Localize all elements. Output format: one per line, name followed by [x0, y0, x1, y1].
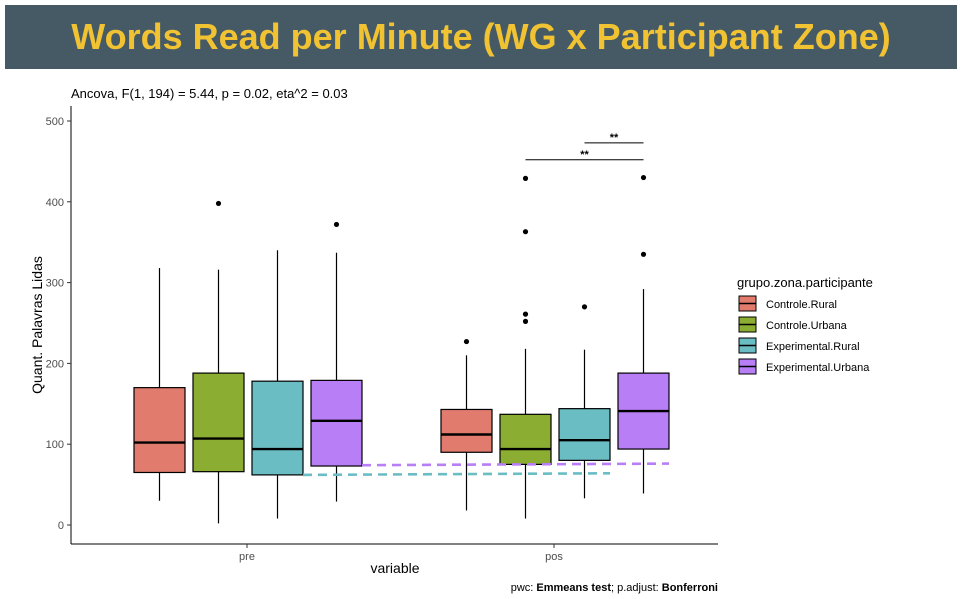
legend-label: Experimental.Rural	[766, 341, 860, 353]
caption-adjust: Bonferroni	[662, 582, 718, 594]
outlier-point	[522, 175, 529, 181]
chart-subtitle: Ancova, F(1, 194) = 5.44, p = 0.02, eta^…	[71, 86, 348, 101]
significance-label: **	[610, 132, 619, 144]
x-axis-label: variable	[370, 560, 419, 576]
legend-item: Experimental.Rural	[738, 337, 860, 354]
box-controle-urbana-pos	[499, 175, 552, 519]
legend-title: grupo.zona.participante	[737, 275, 873, 290]
caption: pwc: Emmeans test; p.adjust: Bonferroni	[511, 582, 718, 594]
y-tick-label: 500	[46, 116, 64, 128]
box-body	[251, 380, 304, 476]
page-title: Words Read per Minute (WG x Participant …	[71, 16, 891, 57]
legend-label: Controle.Rural	[766, 299, 837, 311]
box-body	[499, 413, 552, 465]
outlier-point	[333, 221, 340, 228]
box-experimental-urbana-pos	[617, 174, 670, 494]
outlier-point	[522, 311, 529, 317]
title-banner: Words Read per Minute (WG x Participant …	[5, 5, 957, 69]
plot-panel: ** **	[133, 132, 670, 524]
outlier-point	[581, 304, 588, 310]
box-body	[133, 387, 186, 474]
outlier-point	[640, 174, 647, 181]
y-tick-label: 300	[46, 278, 64, 290]
box-experimental-rural-pre	[251, 250, 304, 519]
trend-line-experimental-urbana	[361, 462, 670, 467]
y-tick-label: 400	[46, 197, 64, 209]
box-controle-rural-pre	[133, 268, 186, 501]
legend: grupo.zona.participante Controle.Rural Co…	[737, 275, 873, 375]
x-tick-label: pre	[239, 551, 255, 563]
outlier-point	[522, 229, 529, 235]
legend-label: Controle.Urbana	[766, 320, 848, 332]
box-controle-rural-pos	[440, 338, 493, 511]
box-experimental-rural-pos	[558, 304, 611, 499]
trend-line-experimental-rural	[302, 471, 611, 477]
caption-mid: ; p.adjust:	[611, 582, 662, 594]
outlier-point	[522, 318, 529, 324]
legend-label: Experimental.Urbana	[766, 362, 870, 374]
y-axis-label: Quant. Palavras Lidas	[29, 256, 45, 394]
y-tick-label: 0	[58, 520, 64, 532]
box-body	[558, 408, 611, 461]
box-controle-urbana-pre	[192, 200, 245, 524]
box-body	[440, 408, 493, 453]
outlier-point	[463, 338, 470, 345]
outlier-point	[640, 251, 647, 257]
box-body	[192, 372, 245, 473]
box-experimental-urbana-pre	[310, 221, 363, 502]
significance-label: **	[580, 149, 589, 161]
y-tick-label: 200	[46, 358, 64, 370]
box-body	[310, 379, 363, 467]
legend-item: Controle.Urbana	[738, 316, 848, 333]
outlier-point	[215, 200, 222, 207]
caption-prefix: pwc:	[511, 582, 537, 594]
legend-item: Controle.Rural	[738, 295, 837, 312]
caption-test: Emmeans test	[536, 582, 611, 594]
x-tick-label: pos	[545, 551, 563, 563]
y-tick-label: 100	[46, 439, 64, 451]
legend-item: Experimental.Urbana	[738, 358, 870, 375]
